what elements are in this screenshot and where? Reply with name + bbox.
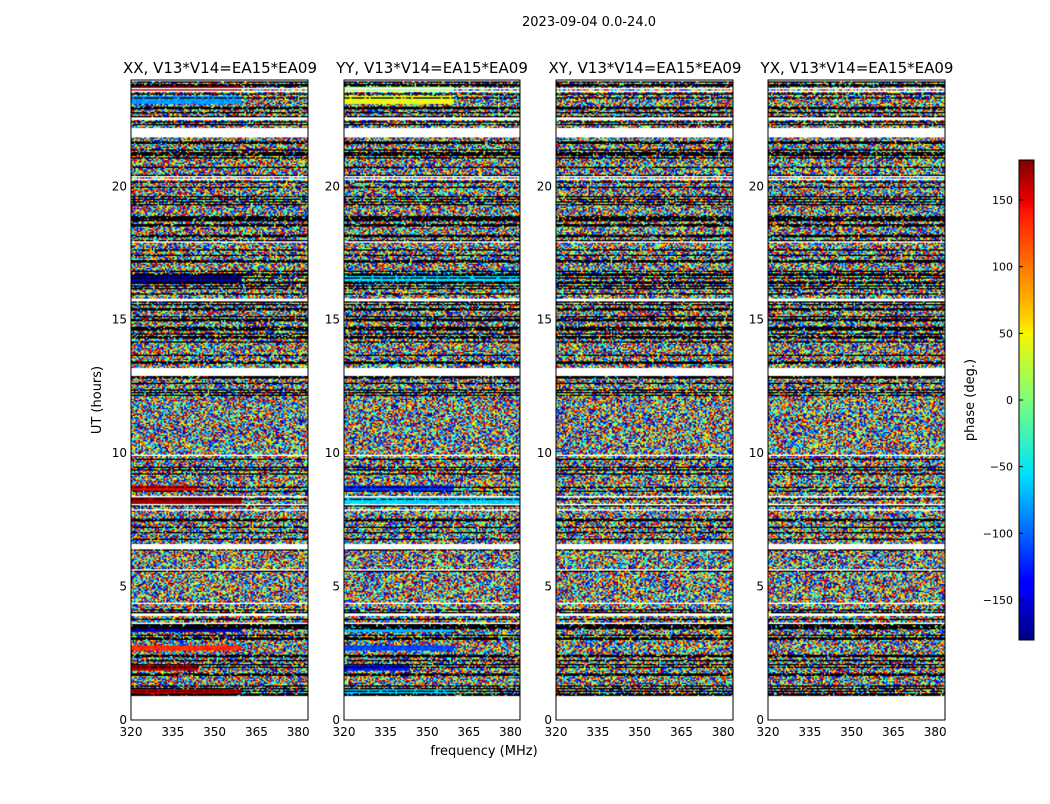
panel-frame-xy: [555, 79, 734, 721]
panel-image-yy: [344, 80, 520, 720]
x-tick-label: 335: [586, 725, 609, 739]
y-ticks-yx: 0 5 10 15 20: [749, 179, 764, 727]
y-tick-label: 0: [119, 713, 127, 727]
panel-xx: XX, V13*V14=EA15*EA09 320 335 350 365 38…: [112, 59, 317, 739]
x-ticks-xx: 320 335 350 365 380: [120, 725, 310, 739]
panel-frame-xx: [130, 79, 309, 721]
colorbar-tick-label: 0: [1006, 394, 1013, 407]
x-ticks-xy: 320 335 350 365 380: [545, 725, 735, 739]
panel-xy: XY, V13*V14=EA15*EA09 320 335 350 365 38…: [537, 59, 742, 739]
y-ticks-yy: 0 5 10 15 20: [325, 179, 340, 727]
colorbar-label: phase (deg.): [963, 359, 978, 441]
x-tick-label: 365: [670, 725, 693, 739]
y-tick-label: 0: [332, 713, 340, 727]
x-tick-label: 350: [628, 725, 651, 739]
y-tick-label: 20: [537, 179, 552, 193]
x-tick-label: 335: [374, 725, 397, 739]
x-tick-label: 320: [545, 725, 568, 739]
panel-frame-yx: [767, 79, 946, 721]
panel-title-xx: XX, V13*V14=EA15*EA09: [123, 59, 317, 77]
y-tick-label: 15: [325, 313, 340, 327]
y-tick-label: 15: [537, 313, 552, 327]
y-tick-label: 5: [119, 579, 127, 593]
y-tick-label: 10: [749, 446, 764, 460]
colorbar-tick-label: −50: [990, 461, 1013, 474]
panel-title-yx: YX, V13*V14=EA15*EA09: [760, 59, 954, 77]
x-tick-label: 320: [757, 725, 780, 739]
colorbar-ticks: 150 100 50 0 −50 −100 −150: [983, 194, 1023, 607]
x-tick-label: 380: [924, 725, 947, 739]
colorbar: 150 100 50 0 −50 −100 −150 phase (deg.): [963, 159, 1035, 641]
y-tick-label: 15: [112, 313, 127, 327]
y-tick-label: 0: [756, 713, 764, 727]
x-tick-label: 365: [245, 725, 268, 739]
x-tick-label: 380: [287, 725, 310, 739]
x-tick-label: 350: [416, 725, 439, 739]
y-tick-label: 10: [325, 446, 340, 460]
panel-yx: YX, V13*V14=EA15*EA09 320 335 350 365 38…: [749, 59, 954, 739]
panel-title-xy: XY, V13*V14=EA15*EA09: [549, 59, 742, 77]
x-tick-label: 365: [882, 725, 905, 739]
panel-yy: YY, V13*V14=EA15*EA09 320 335 350 365 38…: [325, 59, 528, 739]
colorbar-tick-label: 100: [992, 261, 1013, 274]
panel-image-xy: [556, 80, 733, 720]
x-tick-label: 350: [203, 725, 226, 739]
panel-image-yx: [768, 80, 945, 720]
x-tick-label: 335: [161, 725, 184, 739]
y-tick-label: 20: [749, 179, 764, 193]
colorbar-tick-label: −100: [983, 527, 1013, 540]
x-axis-label: frequency (MHz): [430, 744, 537, 759]
y-tick-label: 10: [537, 446, 552, 460]
figure-title: 2023-09-04 0.0-24.0: [522, 15, 656, 30]
colorbar-tick-label: 50: [999, 327, 1013, 340]
y-tick-label: 0: [544, 713, 552, 727]
y-tick-label: 20: [325, 179, 340, 193]
panel-frame-yy: [343, 79, 521, 721]
x-tick-label: 320: [120, 725, 143, 739]
x-ticks-yx: 320 335 350 365 380: [757, 725, 947, 739]
x-tick-label: 350: [840, 725, 863, 739]
y-ticks-xx: 0 5 10 15 20: [112, 179, 127, 727]
x-tick-label: 380: [499, 725, 522, 739]
x-ticks-yy: 320 335 350 365 380: [333, 725, 522, 739]
colorbar-tick-label: 150: [992, 194, 1013, 207]
x-tick-label: 320: [333, 725, 356, 739]
panel-image-xx: [131, 80, 308, 720]
x-tick-label: 335: [798, 725, 821, 739]
y-axis-label: UT (hours): [90, 366, 105, 434]
panel-title-yy: YY, V13*V14=EA15*EA09: [335, 59, 528, 77]
y-tick-label: 20: [112, 179, 127, 193]
x-tick-label: 365: [457, 725, 480, 739]
y-tick-label: 5: [332, 579, 340, 593]
y-tick-label: 5: [756, 579, 764, 593]
colorbar-tick-label: −150: [983, 594, 1013, 607]
y-tick-label: 5: [544, 579, 552, 593]
y-tick-label: 10: [112, 446, 127, 460]
y-ticks-xy: 0 5 10 15 20: [537, 179, 552, 727]
y-tick-label: 15: [749, 313, 764, 327]
x-tick-label: 380: [712, 725, 735, 739]
